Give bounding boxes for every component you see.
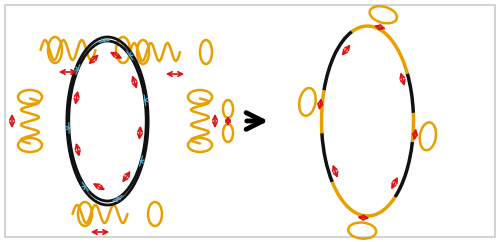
FancyBboxPatch shape (5, 5, 495, 237)
